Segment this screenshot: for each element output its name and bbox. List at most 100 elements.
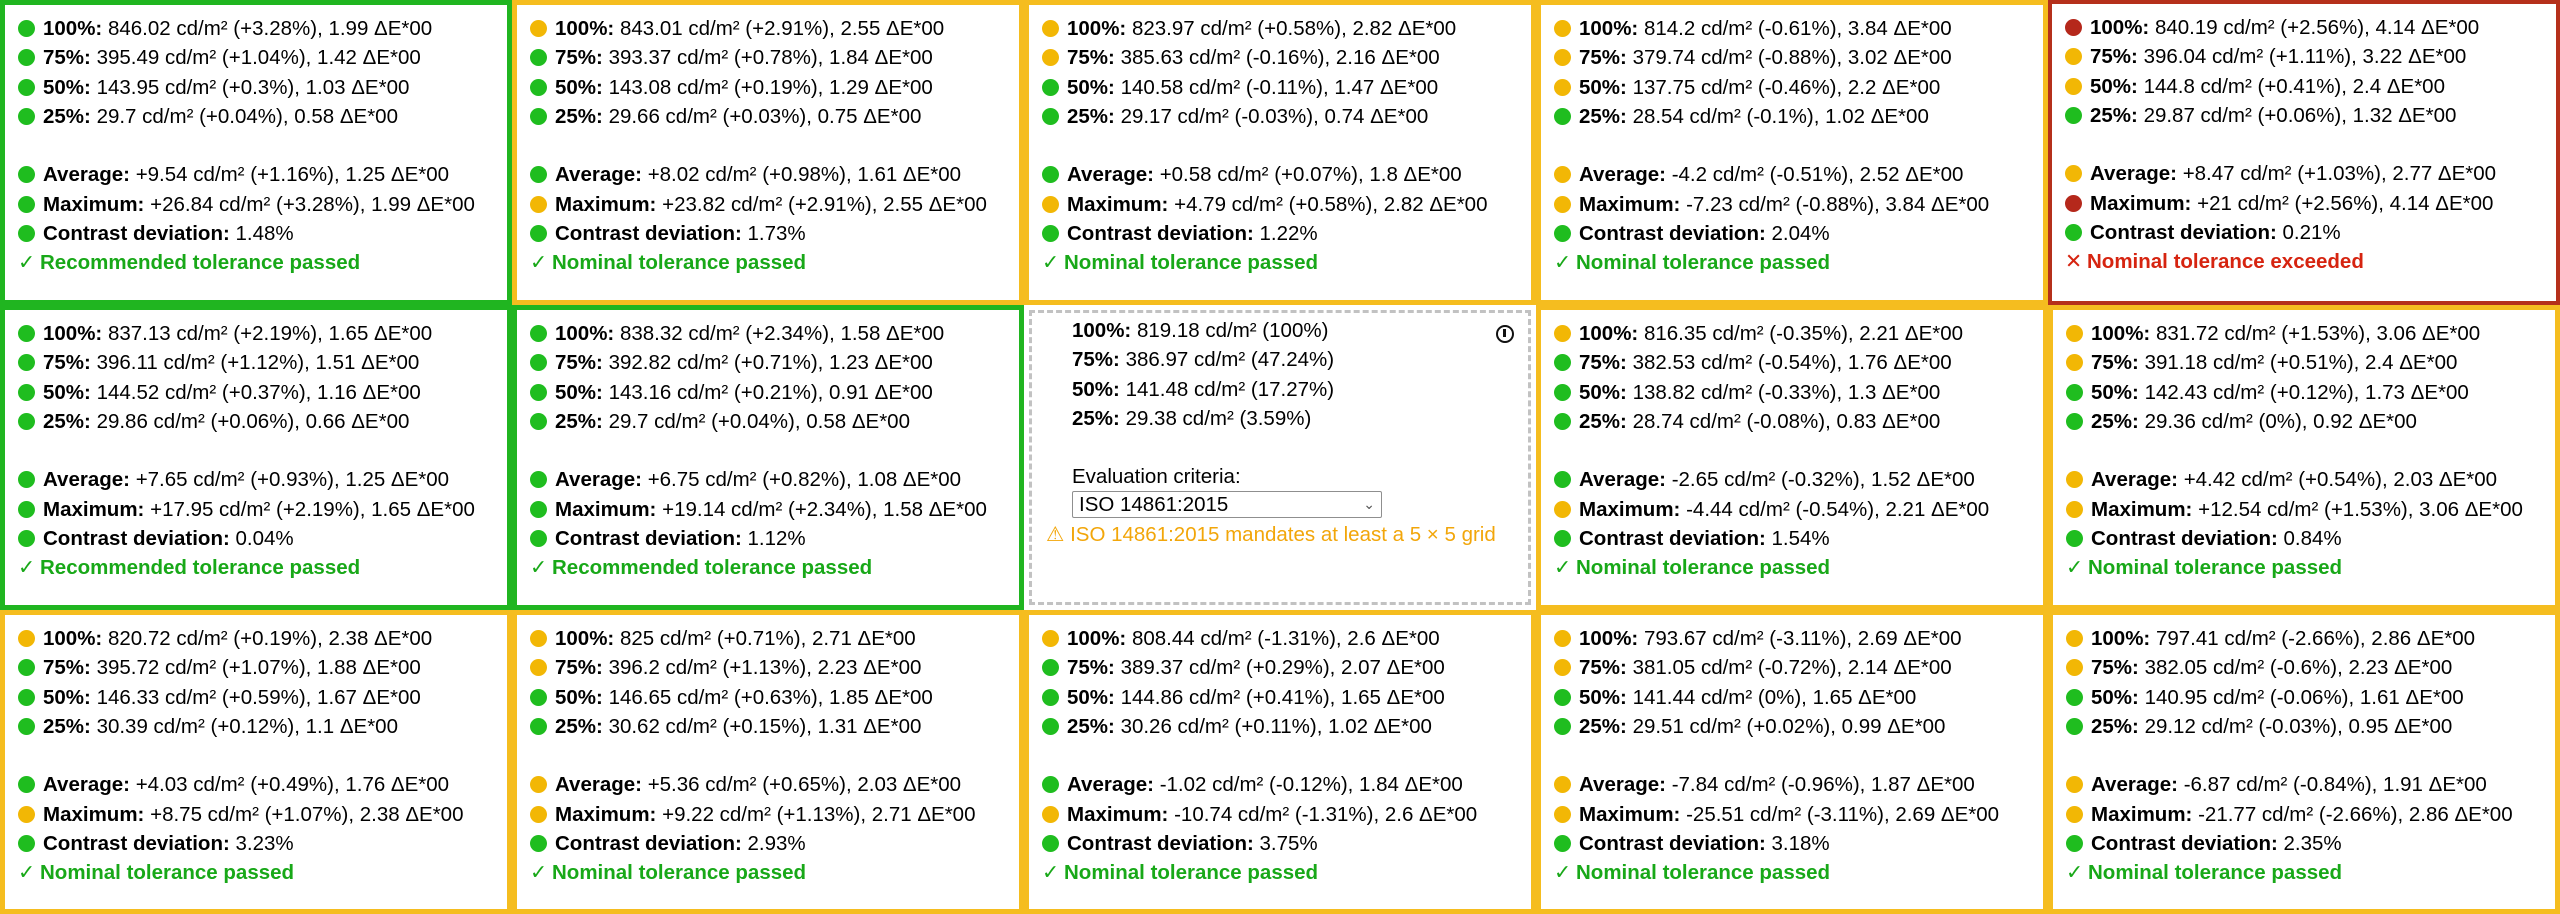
measurement-label: 75%: <box>43 351 91 375</box>
measurement-label: 75%: <box>555 351 603 375</box>
measurement-value: 831.72 cd/m² (+1.53%), 3.06 ΔE*00 <box>2155 322 2481 345</box>
measurement-value: 843.01 cd/m² (+2.91%), 2.55 ΔE*00 <box>619 17 945 40</box>
green-status-dot-icon <box>530 688 547 706</box>
green-status-dot-icon <box>530 471 547 489</box>
measurement-row: Average: -2.65 cd/m² (-0.32%), 1.52 ΔE*0… <box>1554 465 2043 494</box>
measurement-row: 25%: 30.26 cd/m² (+0.11%), 1.02 ΔE*00 <box>1042 712 1531 741</box>
reference-value: 819.18 cd/m² (100%) <box>1136 319 1329 342</box>
evaluation-criteria-select[interactable]: ISO 14861:2015 ⌄ <box>1072 491 1382 519</box>
green-status-dot-icon <box>1554 412 1571 430</box>
green-status-dot-icon <box>530 49 547 67</box>
measurement-label: 50%: <box>43 380 91 404</box>
measurement-label: 25%: <box>1579 714 1627 738</box>
measurement-value: 1.54% <box>1771 527 1830 551</box>
measurement-value: 1.48% <box>235 222 294 246</box>
measurement-value: -4.2 cd/m² (-0.51%), 2.52 ΔE*00 <box>1671 163 1964 187</box>
status-text: Nominal tolerance passed <box>1064 861 1319 885</box>
measurement-label: Maximum: <box>43 802 145 826</box>
measurement-row: Contrast deviation: 1.48% <box>18 219 507 248</box>
measurement-row: Average: +7.65 cd/m² (+0.93%), 1.25 ΔE*0… <box>18 465 507 494</box>
measurement-value: +21 cd/m² (+2.56%), 4.14 ΔE*00 <box>2197 191 2494 215</box>
cell-rows: 100%: 793.67 cd/m² (-3.11%), 2.69 ΔE*00 7… <box>1554 624 2043 858</box>
measurement-value: -21.77 cd/m² (-2.66%), 2.86 ΔE*00 <box>2198 802 2513 826</box>
cell-rows: 100%: 838.32 cd/m² (+2.34%), 1.58 ΔE*00 7… <box>530 319 1019 553</box>
measurement-value: 3.23% <box>235 832 294 856</box>
measurement-label: 100%: <box>1579 627 1639 650</box>
measurement-value: 3.75% <box>1259 832 1318 856</box>
measurement-value: 389.37 cd/m² (+0.29%), 2.07 ΔE*00 <box>1120 656 1445 680</box>
measurement-row: 25%: 29.7 cd/m² (+0.04%), 0.58 ΔE*00 <box>530 407 1019 436</box>
measurement-value: -25.51 cd/m² (-3.11%), 2.69 ΔE*00 <box>1686 802 2000 826</box>
yellow-status-dot-icon <box>530 805 547 823</box>
yellow-status-dot-icon <box>1554 78 1571 96</box>
measurement-value: 814.2 cd/m² (-0.61%), 3.84 ΔE*00 <box>1643 17 1952 40</box>
warning-icon: ⚠ <box>1046 523 1065 547</box>
green-status-dot-icon <box>1042 776 1059 794</box>
status-icon: ✓ <box>18 251 36 275</box>
green-status-dot-icon <box>18 225 35 243</box>
measurement-value: 382.05 cd/m² (-0.6%), 2.23 ΔE*00 <box>2144 656 2453 680</box>
measurement-value: 144.52 cd/m² (+0.37%), 1.16 ΔE*00 <box>96 380 421 404</box>
measurement-label: 100%: <box>555 17 615 40</box>
green-status-dot-icon <box>530 500 547 518</box>
spacer <box>1042 741 1531 770</box>
measurement-label: 50%: <box>1067 75 1115 99</box>
measurement-value: -6.87 cd/m² (-0.84%), 1.91 ΔE*00 <box>2183 773 2487 797</box>
info-icon[interactable] <box>1496 325 1514 343</box>
measurement-label: 100%: <box>43 322 103 345</box>
measurement-label: 100%: <box>1067 627 1127 650</box>
measurement-value: -7.23 cd/m² (-0.88%), 3.84 ΔE*00 <box>1686 192 1990 216</box>
measurement-row: 50%: 140.95 cd/m² (-0.06%), 1.61 ΔE*00 <box>2066 683 2555 712</box>
green-status-dot-icon <box>1042 107 1059 125</box>
tolerance-status: ✓ Nominal tolerance passed <box>2066 858 2555 887</box>
reference-label: 50%: <box>1072 377 1120 401</box>
status-icon: ✓ <box>1042 251 1060 275</box>
measurement-value: 2.35% <box>2283 832 2342 856</box>
green-status-dot-icon <box>1554 835 1571 853</box>
reference-values: 100%: 819.18 cd/m² (100%) 75%: 386.97 cd/… <box>1072 316 1528 433</box>
measurement-label: Contrast deviation: <box>1579 222 1766 246</box>
status-text: Nominal tolerance passed <box>40 861 295 885</box>
cell-rows: 100%: 825 cd/m² (+0.71%), 2.71 ΔE*00 75%:… <box>530 624 1019 858</box>
measurement-row: Average: +8.47 cd/m² (+1.03%), 2.77 ΔE*0… <box>2065 159 2556 188</box>
yellow-status-dot-icon <box>1554 630 1571 647</box>
green-status-dot-icon <box>1042 835 1059 853</box>
tolerance-status: ✓ Recommended tolerance passed <box>18 553 507 582</box>
measurement-cell: 100%: 797.41 cd/m² (-2.66%), 2.86 ΔE*00 7… <box>2048 610 2560 914</box>
reference-value: 141.48 cd/m² (17.27%) <box>1125 377 1335 401</box>
status-icon: ✓ <box>530 556 548 580</box>
measurement-label: 25%: <box>555 409 603 433</box>
cell-rows: 100%: 840.19 cd/m² (+2.56%), 4.14 ΔE*00 7… <box>2065 13 2556 247</box>
measurement-row: 25%: 29.66 cd/m² (+0.03%), 0.75 ΔE*00 <box>530 102 1019 131</box>
spacer <box>18 436 507 465</box>
measurement-label: 50%: <box>2090 74 2138 98</box>
cell-rows: 100%: 823.97 cd/m² (+0.58%), 2.82 ΔE*00 7… <box>1042 14 1531 248</box>
measurement-label: 75%: <box>2091 656 2139 680</box>
measurement-row: 100%: 820.72 cd/m² (+0.19%), 2.38 ΔE*00 <box>18 624 507 653</box>
measurement-value: 29.12 cd/m² (-0.03%), 0.95 ΔE*00 <box>2144 714 2453 738</box>
reference-cell: 100%: 819.18 cd/m² (100%) 75%: 386.97 cd/… <box>1029 310 1531 605</box>
yellow-status-dot-icon <box>2066 354 2083 372</box>
measurement-value: +19.14 cd/m² (+2.34%), 1.58 ΔE*00 <box>662 497 987 521</box>
measurement-row: Contrast deviation: 1.73% <box>530 219 1019 248</box>
measurement-value: 2.04% <box>1771 222 1830 246</box>
status-text: Nominal tolerance passed <box>552 251 807 275</box>
measurement-label: Contrast deviation: <box>555 832 742 856</box>
measurement-row: Average: +0.58 cd/m² (+0.07%), 1.8 ΔE*00 <box>1042 160 1531 189</box>
green-status-dot-icon <box>18 78 35 96</box>
measurement-row: 25%: 29.86 cd/m² (+0.06%), 0.66 ΔE*00 <box>18 407 507 436</box>
measurement-row: 25%: 29.17 cd/m² (-0.03%), 0.74 ΔE*00 <box>1042 102 1531 131</box>
measurement-row: 25%: 29.51 cd/m² (+0.02%), 0.99 ΔE*00 <box>1554 712 2043 741</box>
measurement-value: 137.75 cd/m² (-0.46%), 2.2 ΔE*00 <box>1632 75 1941 99</box>
measurement-row: 50%: 143.95 cd/m² (+0.3%), 1.03 ΔE*00 <box>18 73 507 102</box>
measurement-row: Maximum: +19.14 cd/m² (+2.34%), 1.58 ΔE*… <box>530 495 1019 524</box>
measurement-label: Maximum: <box>555 802 657 826</box>
yellow-status-dot-icon <box>1554 20 1571 37</box>
measurement-label: Average: <box>43 163 130 187</box>
measurement-value: 825 cd/m² (+0.71%), 2.71 ΔE*00 <box>619 627 916 650</box>
measurement-row: 25%: 28.54 cd/m² (-0.1%), 1.02 ΔE*00 <box>1554 102 2043 131</box>
status-text: Nominal tolerance passed <box>2088 861 2343 885</box>
green-status-dot-icon <box>2065 224 2082 242</box>
measurement-cell: 100%: 808.44 cd/m² (-1.31%), 2.6 ΔE*00 75… <box>1024 610 1536 914</box>
